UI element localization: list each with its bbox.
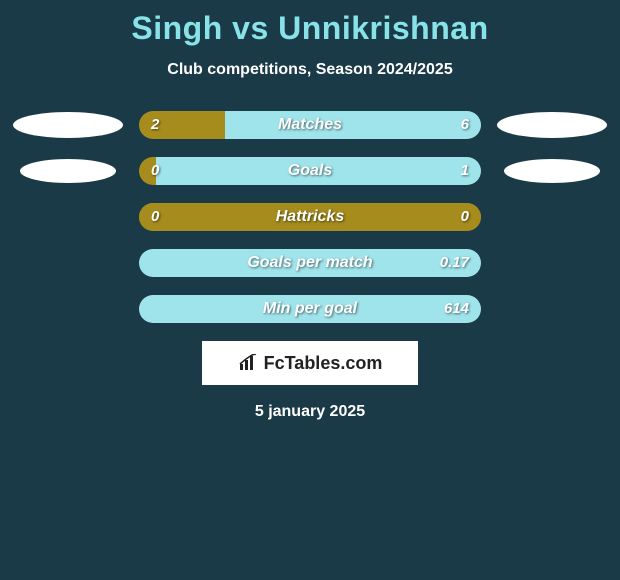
metric-label: Hattricks	[139, 203, 481, 231]
stat-rows: 26Matches 01Goals 00Hattricks 0.17Goals per…	[0, 111, 620, 323]
logo-box: FcTables.com	[202, 341, 418, 385]
metric-label: Goals	[139, 157, 481, 185]
stat-row: 614Min per goal	[0, 295, 620, 323]
logo-text: FcTables.com	[264, 353, 383, 374]
stat-bar: 26Matches	[139, 111, 481, 139]
bar-chart-icon	[238, 354, 258, 372]
metric-label: Goals per match	[139, 249, 481, 277]
date-label: 5 january 2025	[0, 403, 620, 421]
metric-label: Min per goal	[139, 295, 481, 323]
right-badge-slot	[497, 159, 607, 183]
stat-bar: 0.17Goals per match	[139, 249, 481, 277]
right-badge-slot	[497, 112, 607, 138]
metric-label: Matches	[139, 111, 481, 139]
stat-bar: 01Goals	[139, 157, 481, 185]
stat-row: 26Matches	[0, 111, 620, 139]
subtitle: Club competitions, Season 2024/2025	[0, 61, 620, 79]
player-left-ellipse	[13, 112, 123, 138]
player-left-ellipse	[20, 159, 116, 183]
stat-row: 01Goals	[0, 157, 620, 185]
stat-bar: 614Min per goal	[139, 295, 481, 323]
stat-row: 0.17Goals per match	[0, 249, 620, 277]
player-right-ellipse	[497, 112, 607, 138]
left-badge-slot	[13, 159, 123, 183]
logo: FcTables.com	[238, 353, 383, 374]
comparison-infographic: Singh vs Unnikrishnan Club competitions,…	[0, 10, 620, 421]
stat-bar: 00Hattricks	[139, 203, 481, 231]
player-right-ellipse	[504, 159, 600, 183]
left-badge-slot	[13, 112, 123, 138]
page-title: Singh vs Unnikrishnan	[0, 10, 620, 47]
stat-row: 00Hattricks	[0, 203, 620, 231]
